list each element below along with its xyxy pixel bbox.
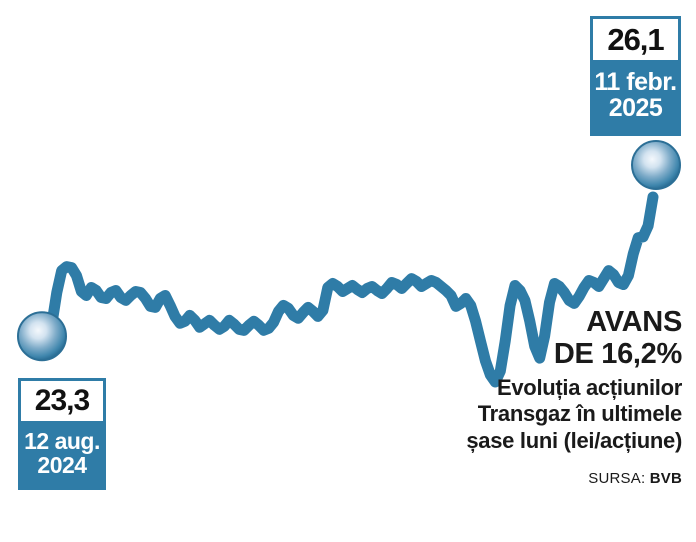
start-date-line1: 12 aug. bbox=[24, 427, 100, 454]
subtitle-line2: Transgaz în ultimele bbox=[477, 401, 683, 427]
end-date: 11 febr. 2025 bbox=[593, 60, 678, 133]
end-date-line1: 11 febr. bbox=[594, 67, 677, 96]
end-date-line2: 2025 bbox=[608, 94, 663, 122]
start-value-callout: 23,3 12 aug. 2024 bbox=[18, 378, 106, 490]
headline-line2: DE 16,2% bbox=[553, 338, 682, 371]
start-point-marker bbox=[17, 311, 67, 362]
price-line bbox=[36, 191, 659, 388]
subtitle-line1: Evoluția acțiunilor bbox=[497, 374, 682, 400]
end-value: 26,1 bbox=[593, 19, 678, 60]
source-label: SURSA: bbox=[588, 470, 646, 488]
subtitle: Evoluția acțiunilor Transgaz în ultimele… bbox=[352, 375, 682, 454]
source-value: BVB bbox=[649, 470, 682, 488]
headline: AVANS DE 16,2% bbox=[352, 306, 682, 371]
source-line: SURSA: BVB bbox=[352, 470, 682, 487]
start-date: 12 aug. 2024 bbox=[21, 421, 103, 487]
end-point-marker bbox=[631, 140, 681, 190]
end-value-callout: 26,1 11 febr. 2025 bbox=[590, 16, 681, 136]
start-date-line2: 2024 bbox=[37, 452, 87, 478]
headline-line1: AVANS bbox=[586, 306, 682, 338]
start-value: 23,3 bbox=[21, 381, 103, 421]
subtitle-line3: șase luni (lei/acțiune) bbox=[466, 427, 682, 453]
caption-block: AVANS DE 16,2% Evoluția acțiunilor Trans… bbox=[352, 306, 682, 487]
